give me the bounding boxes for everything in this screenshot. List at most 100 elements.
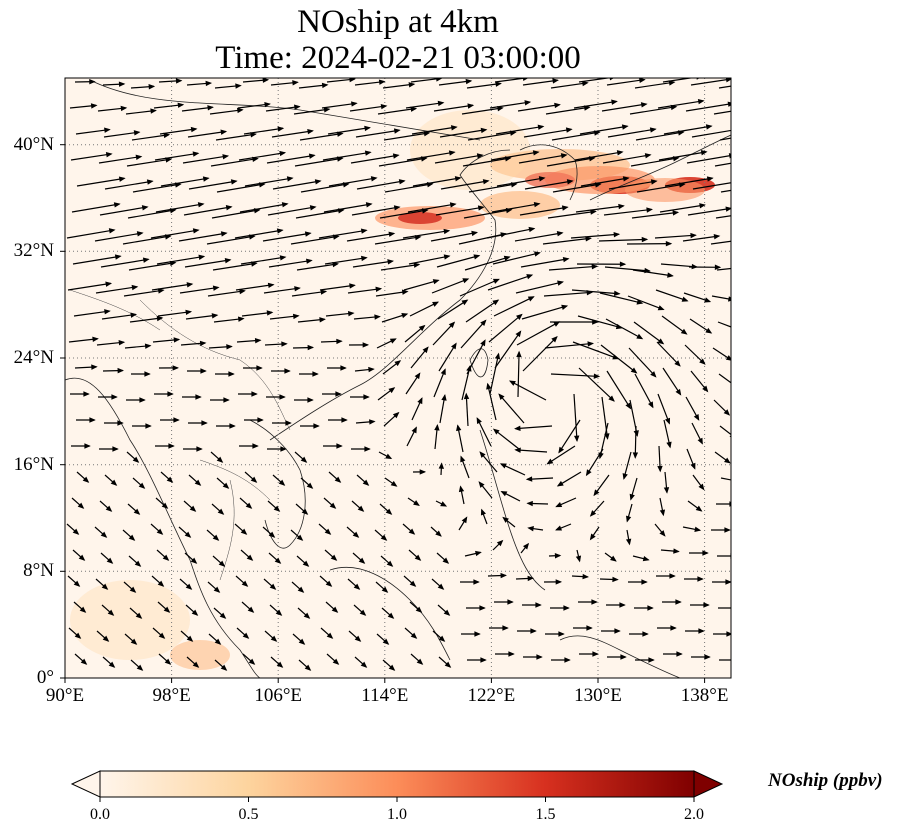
wind-vector: [123, 289, 164, 297]
wind-vector-head: [352, 531, 360, 538]
wind-vector-head: [136, 231, 144, 237]
wind-vector-head: [463, 392, 470, 400]
wind-vector: [476, 417, 492, 447]
wind-vector: [606, 79, 645, 86]
wind-vector: [632, 269, 673, 277]
wind-vector: [267, 206, 316, 216]
wind-vector-head: [458, 485, 465, 493]
wind-vector-head: [697, 98, 705, 105]
wind-vector-head: [331, 606, 339, 613]
wind-vector-head: [390, 480, 398, 487]
wind-vector-head: [480, 319, 487, 327]
wind-vector: [155, 203, 204, 213]
wind-vector-head: [589, 533, 596, 541]
wind-vector: [573, 393, 578, 441]
wind-vector-head: [111, 394, 118, 400]
wind-vector-head: [705, 124, 713, 130]
wind-vector: [600, 344, 637, 374]
wind-vector-head: [369, 419, 376, 425]
wind-vector: [579, 125, 628, 135]
wind-vector-head: [435, 530, 442, 537]
wind-vector: [634, 373, 654, 408]
wind-vector: [206, 235, 255, 245]
wind-vector: [100, 258, 149, 268]
wind-vector-head: [307, 128, 314, 135]
wind-vector-head: [492, 278, 500, 284]
wind-vector: [544, 342, 593, 349]
wind-vector-head: [229, 423, 236, 429]
wind-vector: [515, 425, 553, 430]
wind-vector-head: [269, 583, 277, 590]
wind-vector-head: [415, 606, 423, 613]
wind-vector: [101, 313, 136, 320]
wind-vector: [578, 367, 615, 402]
wind-vector: [293, 108, 330, 115]
wind-vector-head: [480, 127, 488, 134]
wind-vector-head: [189, 505, 197, 512]
wind-vector: [71, 203, 120, 213]
wind-vector-head: [448, 321, 456, 329]
wind-vector: [321, 102, 357, 109]
wind-vector-head: [138, 482, 146, 489]
wind-vector: [412, 177, 461, 187]
wind-vector-head: [669, 573, 676, 579]
wind-vector-head: [207, 105, 214, 111]
wind-vector-head: [674, 360, 681, 367]
wind-vector-head: [101, 583, 109, 590]
wind-vector-head: [494, 352, 501, 360]
wind-vector-head: [536, 654, 543, 660]
wind-vector-head: [566, 179, 574, 185]
wind-vector-head: [281, 341, 288, 347]
wind-vector-head: [702, 550, 709, 556]
wind-vector-head: [432, 301, 440, 307]
wind-vector-head: [330, 554, 338, 561]
wind-vector-head: [438, 462, 445, 469]
wind-vector: [656, 341, 681, 367]
wind-vector-head: [264, 101, 271, 108]
wind-vector-head: [320, 289, 328, 295]
wind-vector: [465, 299, 499, 323]
wind-vector: [462, 157, 511, 167]
wind-vector-head: [360, 228, 368, 234]
wind-vector: [351, 206, 400, 216]
wind-vector: [495, 125, 544, 135]
wind-vector-head: [280, 446, 287, 452]
wind-vector: [634, 425, 637, 458]
wind-vector-head: [157, 288, 165, 294]
wind-vector-head: [336, 338, 343, 345]
wind-vector: [720, 189, 731, 193]
wind-vector: [466, 82, 501, 89]
wind-vector: [438, 80, 472, 86]
wind-vector-head: [502, 516, 509, 523]
wind-vector-head: [374, 314, 381, 320]
wind-vector-head: [172, 365, 179, 371]
gridlines: [65, 78, 731, 678]
wind-vector-head: [380, 534, 388, 541]
wind-vector: [687, 207, 731, 216]
wind-vector-head: [296, 534, 304, 541]
wind-vector-head: [663, 487, 670, 494]
wind-vector-head: [213, 586, 221, 593]
wind-vector-head: [725, 355, 731, 361]
wind-vector-head: [192, 151, 200, 157]
wind-vector-head: [591, 264, 599, 270]
wind-vector-head: [448, 150, 456, 156]
wind-vector: [178, 232, 227, 242]
wind-vector-head: [557, 280, 564, 286]
wind-vector-head: [672, 210, 680, 216]
wind-vector: [522, 79, 558, 86]
wind-vector-head: [100, 531, 108, 538]
wind-vector-head: [359, 609, 367, 616]
wind-vector-head: [659, 530, 666, 537]
wind-vector-head: [279, 150, 287, 157]
wind-vector-head: [90, 103, 98, 109]
wind-vector-head: [186, 635, 194, 642]
wind-vector: [486, 227, 535, 239]
wind-vector: [73, 310, 110, 317]
wind-vector-head: [266, 310, 274, 316]
wind-vector-head: [222, 154, 230, 160]
wind-vector-head: [724, 527, 731, 533]
wind-vector-head: [250, 132, 257, 138]
wind-vector-head: [443, 609, 451, 616]
wind-vector-head: [370, 176, 378, 182]
